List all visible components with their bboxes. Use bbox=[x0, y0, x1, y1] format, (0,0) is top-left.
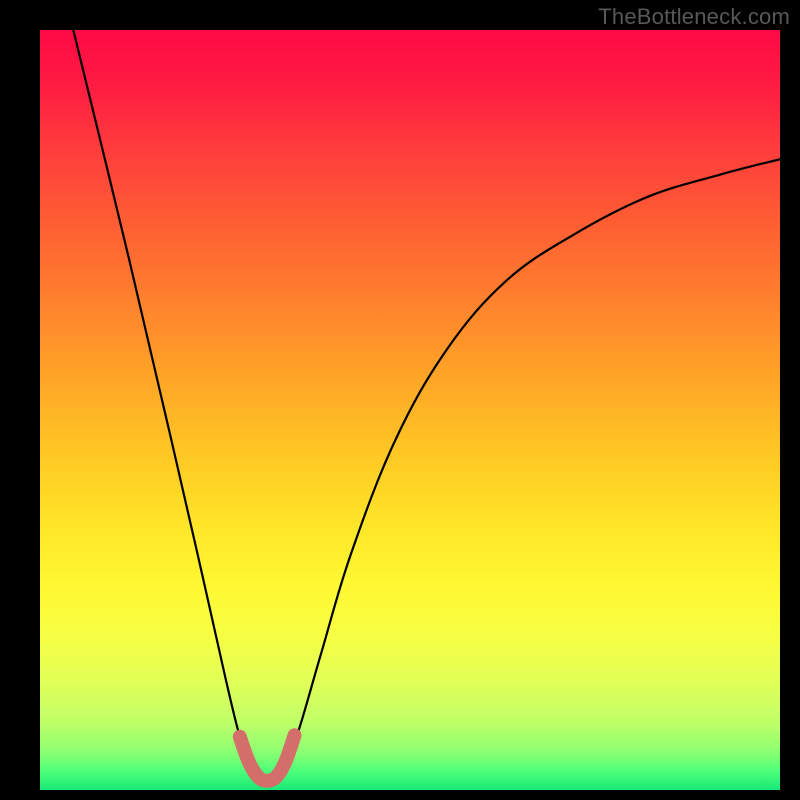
bottleneck-chart bbox=[40, 30, 780, 790]
chart-container: TheBottleneck.com bbox=[0, 0, 800, 800]
watermark-text: TheBottleneck.com bbox=[598, 4, 790, 30]
